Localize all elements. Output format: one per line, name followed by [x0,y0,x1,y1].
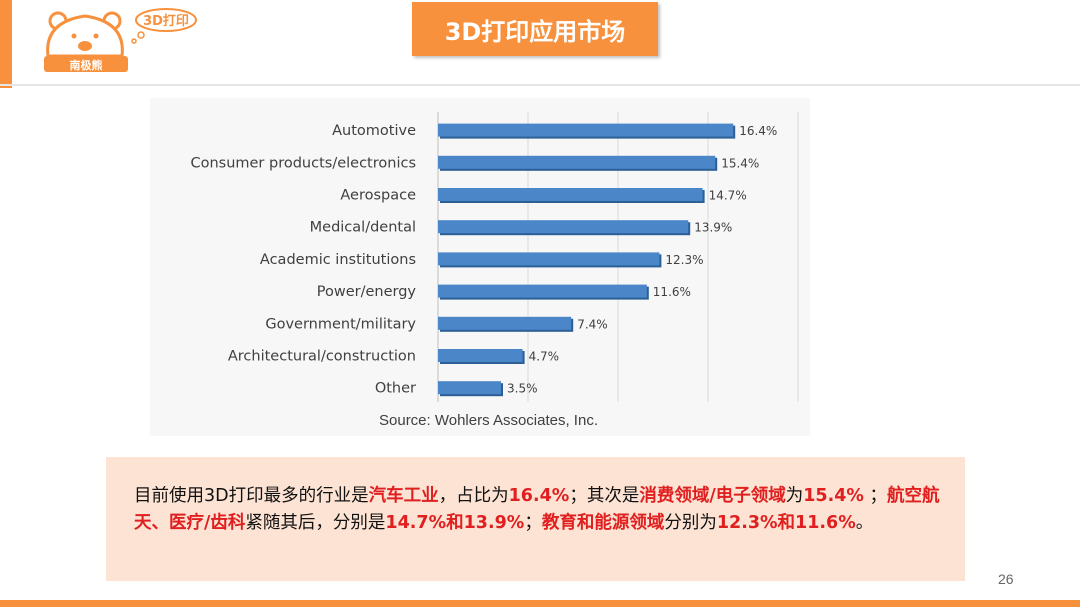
value-label: 12.3% [665,253,703,267]
summary-segment: 14.7%和13.9% [385,513,525,533]
summary-segment: 。 [855,513,874,533]
page-title: 3D打印应用市场 [412,2,658,56]
bar [438,188,703,201]
value-label: 13.9% [694,221,732,235]
summary-box: 目前使用3D打印最多的行业是汽车工业，占比为16.4%；其次是消费领域/电子领域… [106,457,965,581]
bar [438,316,572,330]
bar [438,123,734,137]
bar [438,155,716,169]
bar [438,349,523,362]
chart-source: Source: Wohlers Associates, Inc. [379,412,598,429]
summary-segment: 15.4% [803,486,864,506]
value-label: 14.7% [709,189,747,203]
chart-panel: Automotive 16.4% Consumer products/electro… [150,98,810,436]
summary-text: 目前使用3D打印最多的行业是汽车工业，占比为16.4%；其次是消费领域/电子领域… [134,483,941,537]
logo-badge-text: 3D打印 [143,13,189,29]
category-label: Automotive [332,123,416,139]
summary-segment: 紧随其后，分别是 [245,513,386,533]
page-number: 26 [998,571,1014,587]
left-accent-bar [0,0,12,88]
value-label: 3.5% [507,382,538,396]
summary-segment: ； [524,513,542,533]
footer-bar [0,600,1080,607]
bar-chart: Automotive 16.4% Consumer products/electro… [190,112,799,402]
summary-segment: ； [863,486,888,506]
summary-segment: 分别为 [664,513,717,533]
summary-segment: 12.3%和11.6% [716,513,856,533]
summary-segment: 目前使用3D打印最多的行业是 [134,486,369,506]
polar-bear-icon [46,11,124,58]
summary-segment: 16.4% [508,486,570,506]
value-label: 7.4% [577,317,608,331]
category-label: Aerospace [340,188,416,204]
summary-segment: ；其次是 [569,486,640,506]
logo: 南极熊 3D打印 [44,8,197,72]
value-label: 4.7% [529,350,560,364]
bar [438,284,647,298]
category-label: Medical/dental [310,220,416,236]
summary-segment: 消费领域/电子领域 [639,486,786,506]
bar [438,220,689,234]
category-label: Architectural/construction [228,349,416,365]
summary-segment: 航空航天、医疗/齿科 [134,486,940,533]
category-label: Government/military [265,316,416,332]
value-label: 16.4% [739,124,777,138]
summary-segment: 汽车工业 [368,486,439,506]
value-label: 11.6% [653,285,691,299]
category-label: Other [375,381,416,397]
category-label: Power/energy [317,284,417,300]
header-divider [0,84,1080,86]
value-label: 15.4% [721,156,759,170]
bar [438,252,660,266]
summary-segment: ，占比为 [438,486,509,506]
category-label: Academic institutions [260,252,416,268]
bar [438,381,501,395]
summary-segment: 为 [785,486,804,506]
category-label: Consumer products/electronics [190,155,416,171]
logo-banner-text: 南极熊 [70,58,103,72]
summary-segment: 教育和能源领域 [541,513,665,533]
